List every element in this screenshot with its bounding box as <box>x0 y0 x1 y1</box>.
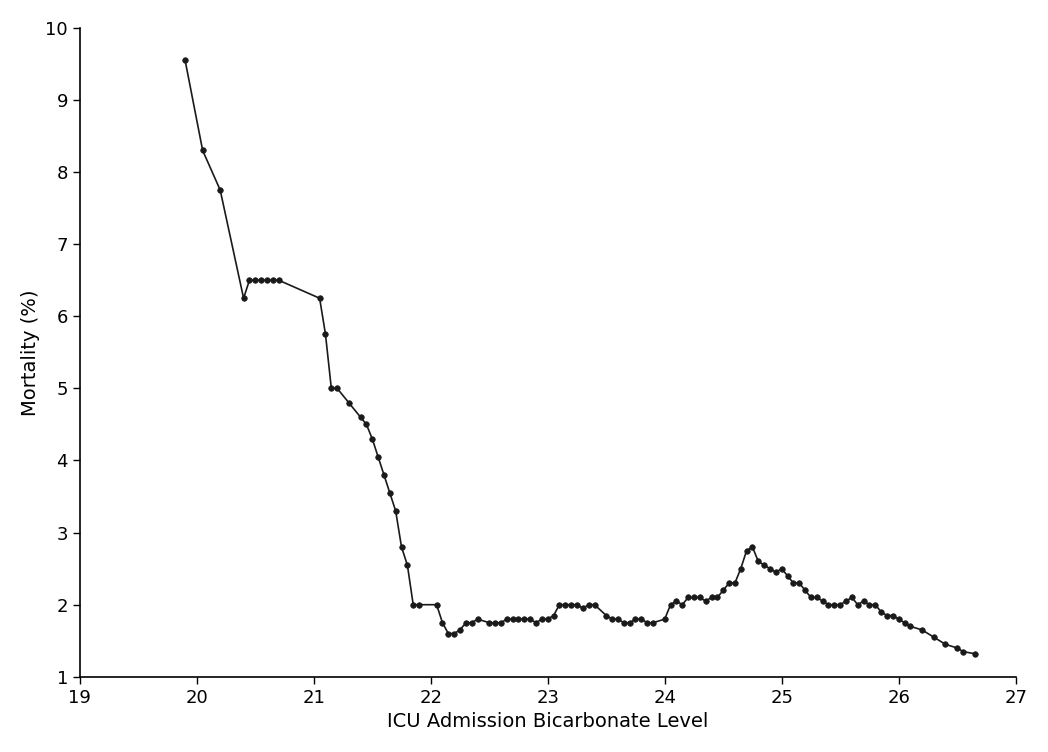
Y-axis label: Mortality (%): Mortality (%) <box>21 289 40 416</box>
X-axis label: ICU Admission Bicarbonate Level: ICU Admission Bicarbonate Level <box>387 712 708 731</box>
